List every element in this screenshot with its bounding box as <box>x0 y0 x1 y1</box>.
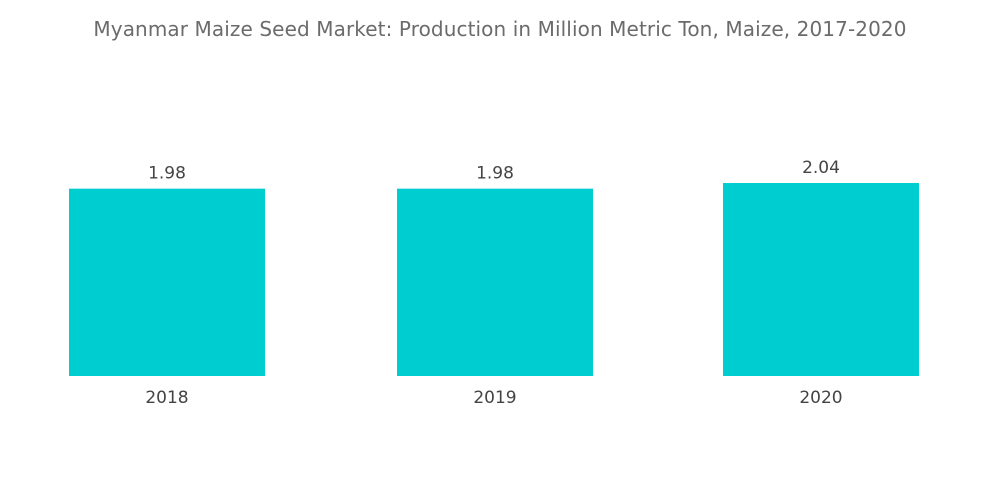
x-tick-label-2020: 2020 <box>799 388 842 408</box>
bar-2019 <box>397 188 593 376</box>
value-label-2020: 2.04 <box>802 158 840 178</box>
value-label-2019: 1.98 <box>476 164 514 184</box>
x-tick-label-2019: 2019 <box>473 388 516 408</box>
bar-2020 <box>723 183 919 376</box>
bar-2018 <box>69 188 265 376</box>
chart-title: Myanmar Maize Seed Market: Production in… <box>93 17 907 41</box>
value-label-2018: 1.98 <box>148 164 186 184</box>
x-tick-label-2018: 2018 <box>145 388 188 408</box>
